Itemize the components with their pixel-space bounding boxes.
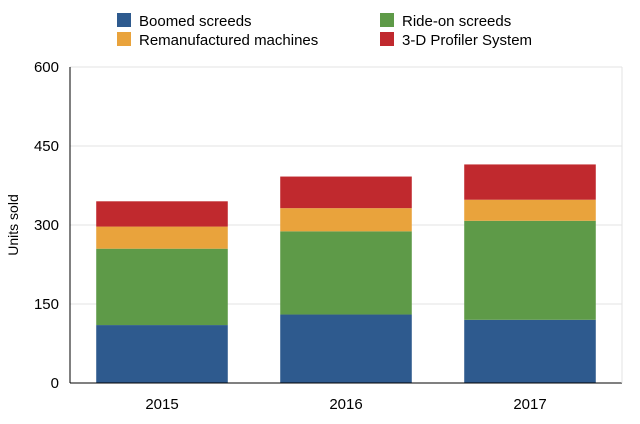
bar-segment [96, 201, 228, 227]
y-tick-label: 450 [34, 138, 59, 155]
x-tick-label: 2016 [329, 396, 362, 413]
y-tick-label: 150 [34, 296, 59, 313]
bar-segment [280, 176, 412, 209]
bar-segment [464, 220, 596, 320]
axes [69, 67, 623, 384]
bar-segment [96, 226, 228, 249]
legend-label: Ride-on screeds [402, 13, 511, 30]
bar-segment [464, 319, 596, 383]
legend-swatch [117, 32, 131, 46]
legend-label: 3-D Profiler System [402, 32, 532, 49]
y-tick-label: 600 [34, 59, 59, 76]
legend-swatch [380, 13, 394, 27]
x-tick-label: 2015 [145, 396, 178, 413]
bar-segment [464, 199, 596, 221]
legend: Boomed screeds Ride-on screeds Remanufactu… [117, 13, 532, 49]
y-tick-labels: 0 150 300 450 600 [34, 59, 59, 392]
x-tick-label: 2017 [513, 396, 546, 413]
legend-label: Remanufactured machines [139, 32, 318, 49]
bar-segment [280, 231, 412, 315]
bar-segment [280, 314, 412, 383]
bar-segment [96, 248, 228, 326]
legend-swatch [117, 13, 131, 27]
x-tick-labels: 2015 2016 2017 [145, 396, 546, 413]
legend-label: Boomed screeds [139, 13, 252, 30]
y-tick-label: 300 [34, 217, 59, 234]
y-axis-title: Units sold [5, 194, 21, 255]
bar-segment [96, 325, 228, 383]
legend-swatch [380, 32, 394, 46]
bar-segment [280, 208, 412, 232]
bar-segment [464, 164, 596, 200]
y-tick-label: 0 [51, 375, 59, 392]
bars [96, 164, 596, 383]
